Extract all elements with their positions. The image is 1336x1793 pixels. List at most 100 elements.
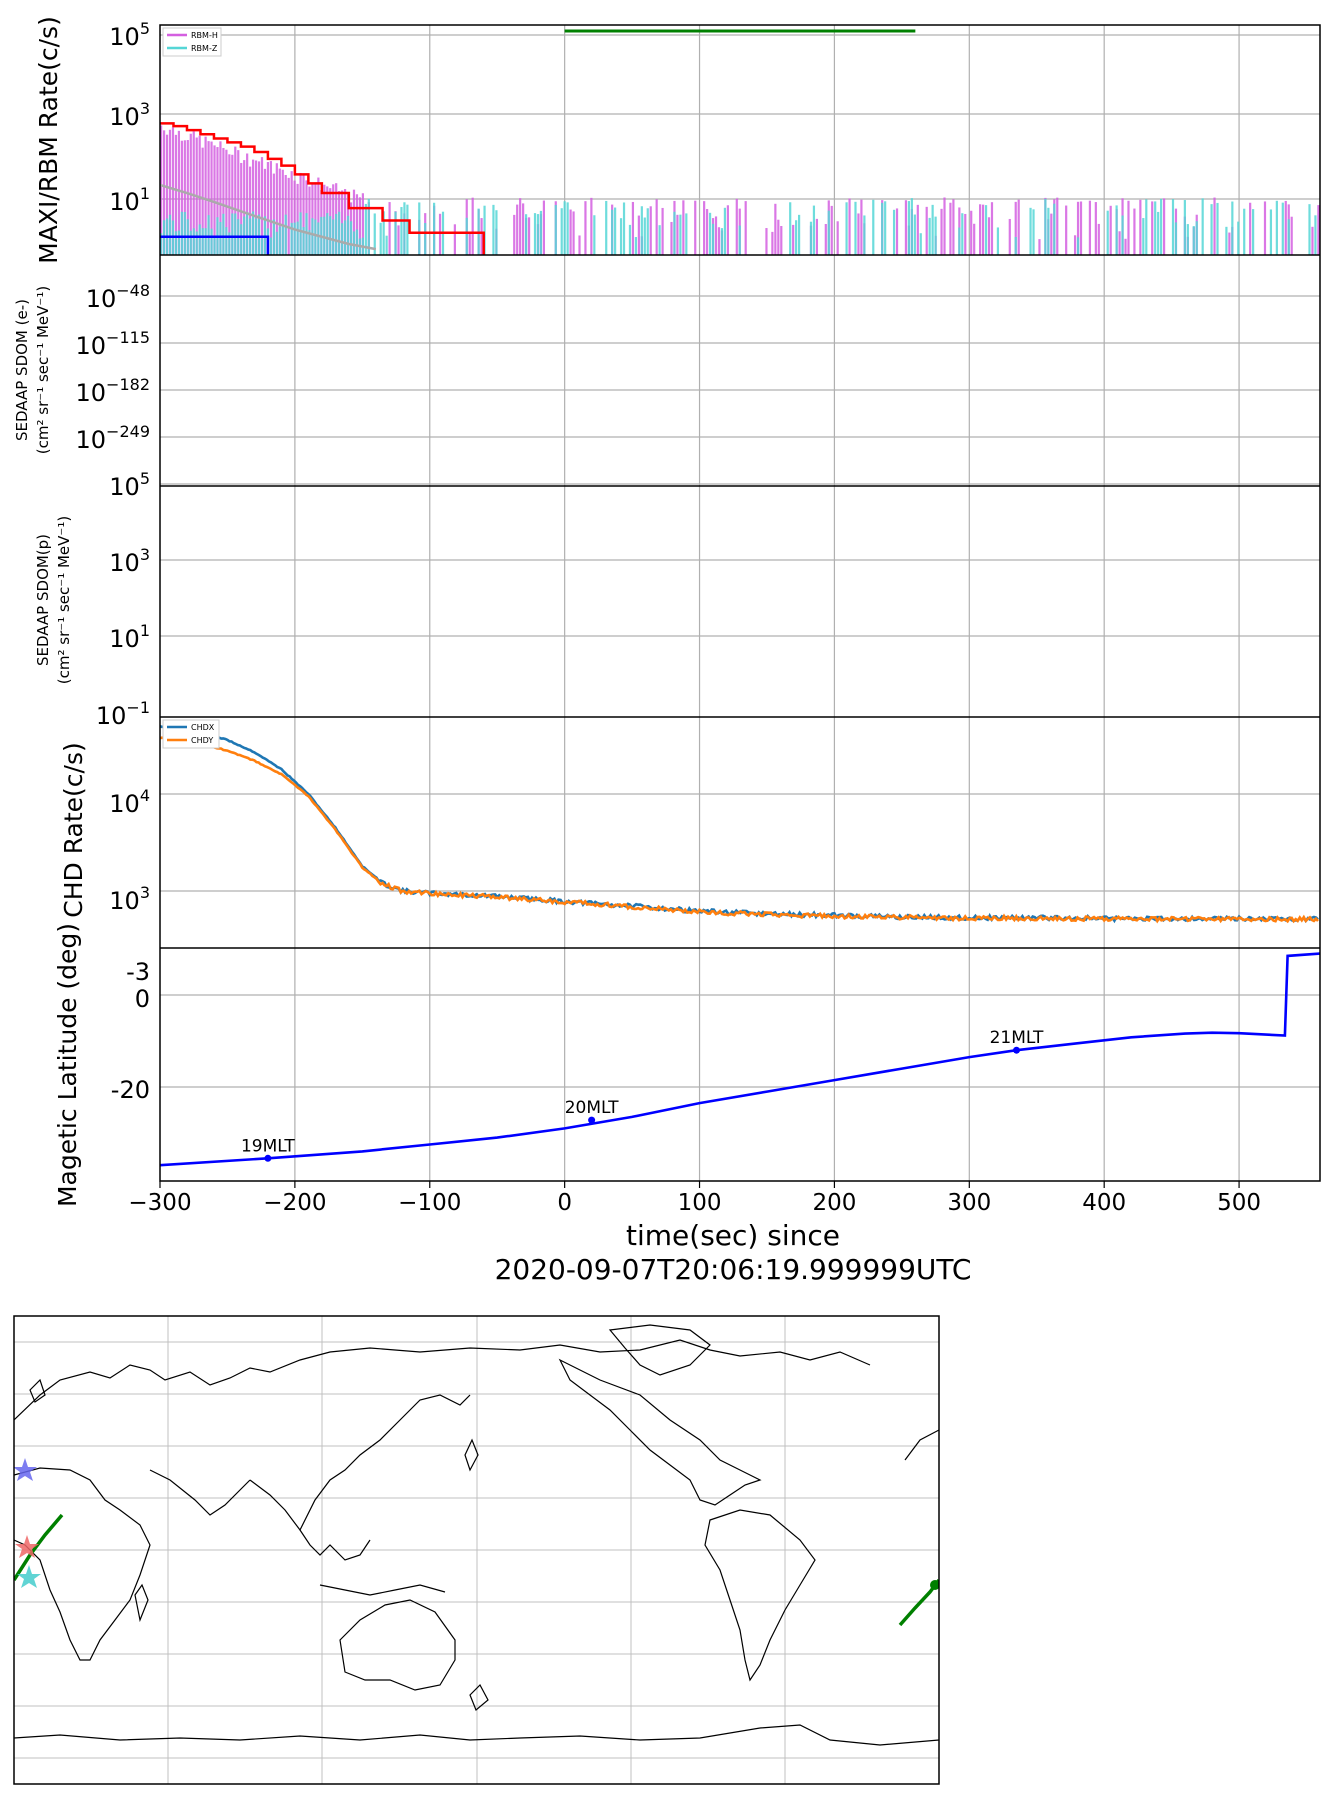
rbm-bar: [406, 204, 409, 255]
rbm-bar: [210, 228, 213, 255]
panel2-ytick-1: 10−115: [76, 328, 151, 360]
rbm-bar: [269, 161, 272, 255]
rbm-bar: [1192, 226, 1195, 255]
rbm-bar: [670, 221, 673, 255]
rbm-bar: [1160, 198, 1163, 255]
rbm-bar: [1284, 200, 1287, 255]
rbm-bar: [160, 233, 163, 255]
x-tick-label-8: 500: [1217, 1190, 1261, 1216]
mlt-marker-2: [1013, 1046, 1021, 1054]
rbm-bar: [480, 218, 483, 255]
rbm-bar: [364, 203, 367, 255]
rbm-bar: [162, 130, 166, 255]
panel3-ytick-1: 103: [109, 545, 150, 577]
rbm-bar: [611, 209, 614, 255]
rbm-bar: [275, 163, 278, 255]
data-layer: 19MLT 20MLT 21MLT: [160, 29, 1320, 1167]
rbm-bar: [634, 237, 637, 255]
rbm-bar: [605, 200, 608, 255]
coast-middle-east: [149, 1469, 251, 1516]
rbm-bar: [1171, 199, 1175, 255]
rbm-bar: [326, 213, 329, 255]
rbm-bar: [314, 182, 317, 255]
panel4-ytick-1: 103: [109, 883, 150, 915]
rbm-bar: [907, 201, 910, 255]
rbm-bar: [631, 201, 635, 255]
rbm-bar: [1314, 215, 1317, 255]
rbm-bar: [160, 125, 163, 255]
rbm-bar: [352, 189, 356, 255]
coast-new-zealand: [469, 1684, 489, 1711]
rbm-bar: [892, 209, 896, 255]
x-axis-label-date: 2020-09-07T20:06:19.999999UTC: [495, 1253, 972, 1286]
panel5-ytick-0: 0: [135, 985, 150, 1013]
rbm-bar: [569, 209, 572, 255]
panel4-ytick-0: 104: [109, 786, 150, 818]
rbm-bar: [1275, 200, 1278, 255]
orbit-track-endpoint: [930, 1580, 939, 1590]
rbm-bar: [1079, 201, 1083, 255]
rbm-bar: [204, 136, 207, 255]
star-marker-cyan: [17, 1565, 41, 1588]
rbm-bar: [272, 219, 275, 255]
rbm-bar: [183, 211, 186, 255]
rbm-bar: [1017, 199, 1020, 255]
coast-indonesia: [319, 1584, 446, 1596]
rbm-bar: [195, 231, 198, 255]
panel3-ytick-2: 101: [109, 621, 150, 653]
rbm-bar: [519, 198, 522, 255]
legend-label-rbm-h: RBM-H: [191, 31, 218, 40]
coast-japan: [464, 1438, 479, 1472]
rbm-bar: [774, 203, 777, 255]
rbm-bar: [720, 228, 724, 255]
panel2-ylabel-line1: SEDAAP SDOM (e-): [13, 299, 31, 441]
rbm-bar: [815, 218, 819, 255]
rbm-bar: [278, 168, 281, 255]
rbm-bar: [931, 204, 934, 255]
rbm-bar: [305, 213, 308, 255]
rbm-bar: [522, 203, 525, 255]
rbm-bar: [682, 200, 685, 255]
rbm-bar: [984, 205, 988, 255]
rbm-bar: [1044, 198, 1047, 255]
rbm-bar: [1162, 198, 1166, 255]
rbm-bar: [1124, 238, 1127, 255]
rbm-bar: [964, 213, 967, 255]
x-tick-label-1: −200: [263, 1190, 326, 1216]
rbm-bar: [403, 202, 406, 255]
rbm-bar: [1032, 209, 1035, 255]
panel4-series: [160, 725, 1319, 924]
rbm-bar: [925, 206, 928, 255]
panel3-ylabel-line2: (cm² sr⁻¹ sec⁻¹ MeV⁻¹): [55, 516, 73, 684]
rbm-bar: [433, 202, 436, 255]
rbm-bar: [251, 211, 255, 255]
rbm-bar: [771, 231, 774, 255]
panel5-series: 19MLT 20MLT 21MLT: [160, 952, 1320, 1167]
rbm-bar: [284, 214, 287, 255]
rbm-bar: [809, 221, 813, 255]
rbm-bar: [201, 228, 204, 255]
rbm-bar: [1145, 199, 1148, 255]
rbm-bar: [1174, 222, 1178, 255]
rbm-bar: [860, 199, 863, 255]
coast-uk: [29, 1378, 46, 1403]
star-marker-blue: [14, 1458, 37, 1481]
rbm-bar: [367, 198, 370, 255]
rbm-bar: [949, 202, 952, 255]
rbm-bar: [533, 213, 537, 255]
rbm-bar: [257, 161, 261, 255]
x-tick-label-7: 400: [1082, 1190, 1126, 1216]
coast-east-americas: [904, 1429, 939, 1461]
panel1-line-3: [160, 183, 377, 251]
rbm-bar: [388, 202, 391, 255]
rbm-bar: [168, 129, 172, 255]
rbm-bar: [1065, 205, 1068, 255]
rbm-bar: [338, 211, 341, 255]
rbm-bar: [1097, 223, 1100, 255]
rbm-bar: [1118, 231, 1121, 255]
rbm-bar: [358, 197, 362, 255]
coast-asia: [249, 1394, 471, 1532]
rbm-bar: [524, 214, 528, 255]
rbm-bar: [192, 131, 195, 255]
